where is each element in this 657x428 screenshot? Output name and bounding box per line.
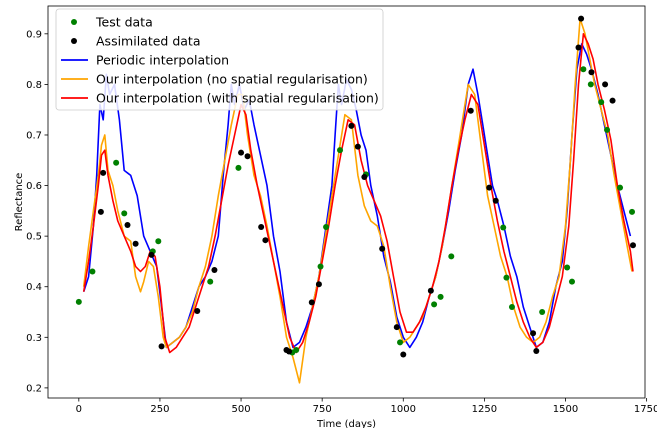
point-assimilated-data xyxy=(400,351,407,358)
point-assimilated-data xyxy=(492,197,499,204)
point-test-data xyxy=(564,264,571,271)
point-assimilated-data xyxy=(262,237,269,244)
point-assimilated-data xyxy=(308,299,315,306)
y-tick-label: 0.2 xyxy=(26,383,42,394)
y-tick-label: 0.4 xyxy=(26,282,42,293)
point-assimilated-data xyxy=(244,153,251,160)
point-test-data xyxy=(437,293,444,300)
x-tick-label: 1750 xyxy=(634,404,657,415)
line-our-interpolation-no-spatial-regularisation xyxy=(82,17,633,384)
legend: Test data Assimilated data Periodic interp… xyxy=(55,8,384,111)
point-test-data xyxy=(568,278,575,285)
point-assimilated-data xyxy=(575,44,582,51)
point-assimilated-data xyxy=(354,143,361,150)
x-tick-label: 500 xyxy=(232,404,251,415)
point-test-data xyxy=(207,278,214,285)
point-test-data xyxy=(580,66,587,73)
point-test-data xyxy=(539,309,546,316)
point-test-data xyxy=(598,99,605,106)
point-assimilated-data xyxy=(238,149,245,156)
x-tick-label: 1500 xyxy=(553,404,578,415)
legend-label: Our interpolation (no spatial regularisa… xyxy=(96,72,368,87)
x-axis-ticks: 0 250 500 750 1000 1250 1500 1750 xyxy=(76,398,657,415)
y-axis-ticks: 0.2 0.3 0.4 0.5 0.6 0.7 0.8 0.9 xyxy=(26,29,48,394)
point-assimilated-data xyxy=(588,69,595,76)
point-assimilated-data xyxy=(530,330,537,337)
point-assimilated-data xyxy=(427,287,434,294)
point-assimilated-data xyxy=(315,281,322,288)
point-assimilated-data xyxy=(148,251,155,258)
point-assimilated-data xyxy=(609,97,616,104)
point-assimilated-data xyxy=(97,208,104,215)
legend-box xyxy=(55,8,384,111)
point-test-data xyxy=(155,238,162,245)
point-assimilated-data xyxy=(194,308,201,315)
x-tick-label: 0 xyxy=(76,404,82,415)
point-test-data xyxy=(323,224,330,231)
point-test-data xyxy=(587,81,594,88)
point-assimilated-data xyxy=(486,184,493,191)
point-assimilated-data xyxy=(211,267,218,274)
point-test-data xyxy=(397,339,404,346)
point-assimilated-data xyxy=(533,347,540,354)
point-assimilated-data xyxy=(158,343,165,350)
point-test-data xyxy=(503,274,510,281)
point-test-data xyxy=(448,253,455,260)
x-tick-label: 750 xyxy=(313,404,332,415)
legend-label: Test data xyxy=(95,15,153,30)
legend-marker xyxy=(71,19,77,25)
y-tick-label: 0.9 xyxy=(26,29,42,40)
x-tick-label: 250 xyxy=(150,404,169,415)
y-axis-label: Reflectance xyxy=(14,173,25,232)
point-assimilated-data xyxy=(124,222,131,229)
point-test-data xyxy=(113,159,120,166)
legend-label: Assimilated data xyxy=(96,34,201,49)
point-test-data xyxy=(500,224,507,231)
point-assimilated-data xyxy=(393,324,400,331)
point-test-data xyxy=(629,208,636,215)
point-test-data xyxy=(235,164,242,171)
point-test-data xyxy=(617,184,624,191)
point-test-data xyxy=(121,210,128,217)
y-tick-label: 0.8 xyxy=(26,80,42,91)
legend-marker xyxy=(71,38,77,44)
point-test-data xyxy=(317,263,324,270)
line-our-interpolation-with-spatial-regularisation xyxy=(82,33,634,354)
y-tick-label: 0.7 xyxy=(26,130,42,141)
point-assimilated-data xyxy=(348,122,355,129)
point-assimilated-data xyxy=(286,348,293,355)
point-assimilated-data xyxy=(379,245,386,252)
point-assimilated-data xyxy=(132,240,139,247)
point-test-data xyxy=(604,126,611,133)
y-tick-label: 0.6 xyxy=(26,181,42,192)
x-tick-label: 1250 xyxy=(472,404,497,415)
point-test-data xyxy=(431,301,438,308)
y-tick-label: 0.3 xyxy=(26,333,42,344)
point-test-data xyxy=(337,147,344,154)
point-test-data xyxy=(89,268,96,275)
plot-frame xyxy=(47,5,646,399)
point-test-data xyxy=(75,298,82,305)
y-tick-label: 0.5 xyxy=(26,232,42,243)
x-axis-label: Time (days) xyxy=(316,419,376,428)
point-assimilated-data xyxy=(361,173,368,180)
point-test-data xyxy=(293,346,300,353)
point-assimilated-data xyxy=(467,107,474,114)
point-assimilated-data xyxy=(629,242,636,249)
point-assimilated-data xyxy=(602,81,609,88)
point-assimilated-data xyxy=(100,169,107,176)
point-assimilated-data xyxy=(258,224,265,231)
point-assimilated-data xyxy=(578,15,585,22)
series-points xyxy=(75,15,636,358)
legend-label: Our interpolation (with spatial regulari… xyxy=(96,91,379,106)
legend-label: Periodic interpolation xyxy=(96,53,229,68)
point-test-data xyxy=(508,303,515,310)
x-tick-label: 1000 xyxy=(391,404,416,415)
